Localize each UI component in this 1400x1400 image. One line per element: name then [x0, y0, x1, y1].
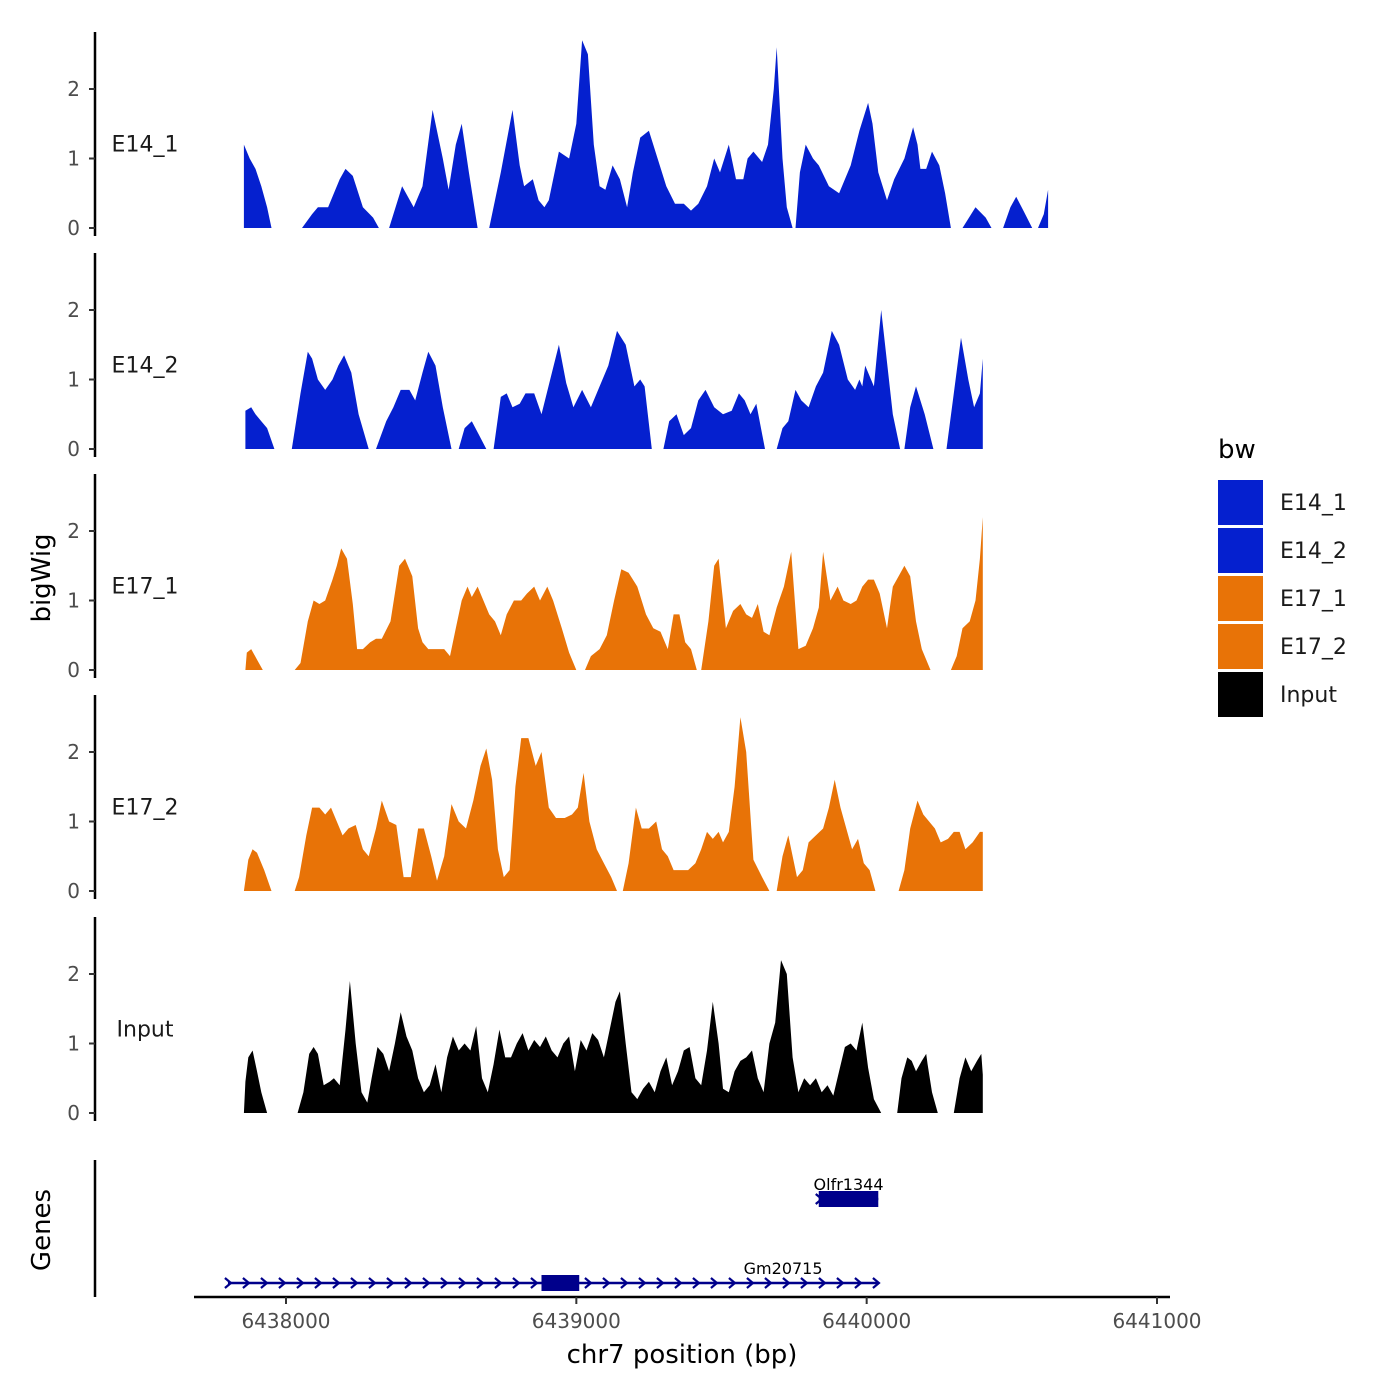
coverage-area-E14_1	[243, 40, 1049, 228]
legend-label: E17_2	[1280, 635, 1347, 660]
legend-item-E14_1: E14_1	[1218, 480, 1347, 525]
gene-label: Olfr1344	[814, 1175, 884, 1194]
legend-swatch	[1218, 528, 1263, 573]
legend-item-E17_1: E17_1	[1218, 576, 1347, 621]
y-tick-label: 2	[67, 740, 80, 764]
x-tick-label: 6439000	[532, 1309, 621, 1333]
x-tick-label: 6440000	[822, 1309, 911, 1333]
track-E14_2: 0 1 2 E14_2	[67, 253, 983, 461]
legend-item-E14_2: E14_2	[1218, 528, 1347, 573]
track-label: E17_1	[112, 575, 179, 600]
y-tick-label: 0	[67, 216, 80, 240]
y-axis-title: bigWig	[27, 533, 57, 622]
track-E17_2: 0 1 2 E17_2	[67, 695, 983, 903]
exon	[541, 1275, 580, 1291]
track-label: E17_2	[112, 796, 179, 821]
track-label: E14_2	[112, 354, 179, 379]
y-tick-label: 1	[67, 368, 80, 392]
legend-title: bw	[1218, 435, 1256, 465]
legend: bw E14_1 E14_2 E17_1 E17_2 Input	[1218, 435, 1347, 717]
legend-label: Input	[1280, 683, 1337, 708]
genes-panel: Olfr1344 Gm20715	[93, 1160, 884, 1297]
legend-label: E17_1	[1280, 587, 1347, 612]
coverage-area-E17_1	[245, 517, 983, 670]
gene-label: Gm20715	[744, 1259, 823, 1278]
y-tick-label: 0	[67, 1101, 80, 1125]
x-tick-label: 6438000	[241, 1309, 330, 1333]
legend-swatch	[1218, 624, 1263, 669]
strand-arrows	[224, 1277, 881, 1289]
coverage-tracks: 0 1 2 E14_1 0 1 2 E14_2 0 1 2 E17_1 0 1 2 E17_2 0 1 2 Input	[67, 32, 1049, 1125]
genes-axis-title: Genes	[27, 1189, 57, 1271]
gene-Olfr1344: Olfr1344	[814, 1175, 884, 1207]
x-tick-label: 6441000	[1112, 1309, 1201, 1333]
x-axis: 6438000 6439000 6440000 6441000	[194, 1295, 1202, 1333]
track-E14_1: 0 1 2 E14_1	[67, 32, 1049, 240]
y-tick-label: 1	[67, 147, 80, 171]
gene-Gm20715: Gm20715	[224, 1259, 881, 1291]
legend-item-E17_2: E17_2	[1218, 624, 1347, 669]
legend-label: E14_2	[1280, 539, 1347, 564]
legend-swatch	[1218, 576, 1263, 621]
coverage-area-Input	[243, 960, 983, 1113]
y-tick-label: 2	[67, 962, 80, 986]
legend-swatch	[1218, 672, 1263, 717]
exon	[818, 1191, 879, 1207]
track-label: E14_1	[112, 133, 179, 158]
y-tick-label: 2	[67, 77, 80, 101]
legend-label: E14_1	[1280, 491, 1347, 516]
coverage-area-E14_2	[245, 310, 983, 449]
y-tick-label: 2	[67, 519, 80, 543]
x-axis-title: chr7 position (bp)	[567, 1340, 798, 1370]
y-tick-label: 0	[67, 879, 80, 903]
coverage-area-E17_2	[243, 717, 983, 891]
y-tick-label: 0	[67, 658, 80, 682]
y-tick-label: 2	[67, 298, 80, 322]
y-tick-label: 0	[67, 437, 80, 461]
legend-swatch	[1218, 480, 1263, 525]
y-tick-label: 1	[67, 589, 80, 613]
y-tick-label: 1	[67, 1032, 80, 1056]
y-tick-label: 1	[67, 810, 80, 834]
track-E17_1: 0 1 2 E17_1	[67, 474, 983, 682]
track-Input: 0 1 2 Input	[67, 917, 983, 1125]
track-label: Input	[117, 1018, 174, 1043]
legend-item-Input: Input	[1218, 672, 1337, 717]
